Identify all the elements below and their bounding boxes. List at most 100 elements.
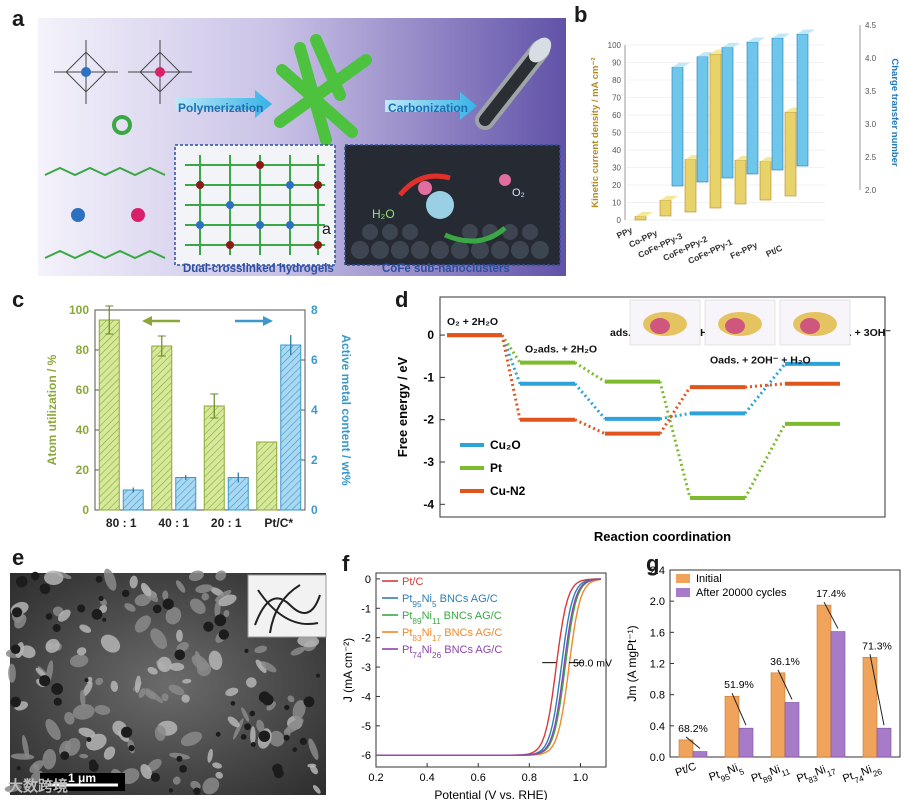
sem-grain <box>196 661 212 677</box>
oxygen-atom-icon <box>418 181 432 195</box>
g-cat-text: Pt <box>795 770 809 785</box>
g-cat-text: Pt <box>841 770 855 785</box>
g-decay-arrow <box>823 601 839 629</box>
sem-pore <box>10 644 21 654</box>
sem-grain <box>157 656 172 673</box>
g-legend-label: Initial <box>696 573 722 585</box>
g-annotation: 17.4% <box>816 588 846 600</box>
g-cat-sub: 74 <box>853 773 865 785</box>
sem-grain <box>134 675 141 693</box>
g-legend-label: After 20000 cycles <box>696 587 787 599</box>
panel-d: d 0 -1 -2 -3 -4 Free energy / eV Reaction coor… <box>385 285 909 547</box>
d-y-tick: 0 <box>427 328 434 342</box>
f-legend-text: BNCs AG/C <box>441 644 502 656</box>
c-bar-metal-content <box>122 489 144 511</box>
f-y-tick: -3 <box>361 662 371 674</box>
b-bar-transfer <box>796 33 809 167</box>
sem-pore <box>283 734 290 741</box>
d-inset-density <box>800 318 820 334</box>
c-right-axis-label: Active metal content / wt% <box>339 334 353 486</box>
sem-grain <box>201 592 210 601</box>
b-left-tick: 30 <box>612 164 621 173</box>
fe-center-icon <box>131 208 145 222</box>
g-y-tick: 2.4 <box>650 565 665 577</box>
sem-pore <box>84 678 89 683</box>
f-legend-label: Pt83Ni17 BNCs AG/C <box>402 627 502 643</box>
sem-pore <box>86 737 92 742</box>
sem-pore <box>174 649 186 661</box>
sem-grain <box>180 731 203 747</box>
c-left-tick: 100 <box>69 303 89 317</box>
sem-grain <box>287 695 295 703</box>
sem-grain <box>254 645 268 654</box>
f-legend-sub: 89 <box>412 617 422 626</box>
g-cat-sub: 83 <box>807 773 819 785</box>
sem-pore <box>152 604 162 614</box>
b-category-label: Fe-PPy <box>728 240 759 261</box>
b-left-axis-label: Kinetic current density / mA cm⁻² <box>590 57 601 207</box>
sem-pore <box>193 787 201 795</box>
f-legend-sub: 11 <box>432 617 441 626</box>
sem-grain <box>45 638 60 653</box>
sem-grain <box>86 676 93 684</box>
sem-pore <box>258 730 271 742</box>
g-cat-text: Ni <box>860 764 874 779</box>
sem-grain <box>181 694 190 703</box>
sem-pore <box>303 696 315 708</box>
c-right-tick: 0 <box>311 503 318 517</box>
sem-pore <box>316 673 321 678</box>
sem-grain <box>154 725 166 741</box>
sem-grain <box>33 763 39 771</box>
f-y-tick: -2 <box>361 633 371 645</box>
sem-pore <box>284 704 290 711</box>
sem-grain <box>45 718 61 741</box>
c-right-tick: 8 <box>311 303 318 317</box>
d-connector-Cu₂O <box>500 334 522 385</box>
sem-grain <box>255 659 267 674</box>
f-y-tick: -1 <box>361 603 371 615</box>
sem-grain <box>69 654 89 668</box>
b-category-label: Pt/C <box>764 243 784 259</box>
o2-molecule-icon <box>499 174 511 186</box>
b-bar-transfer-top <box>747 37 765 42</box>
panel-f: f 0.2 0.4 0.6 0.8 1.0 0 -1 -2 -3 -4 -5 -6 Potential … <box>338 545 618 800</box>
b-left-tick: 20 <box>612 181 621 190</box>
sem-grain <box>227 716 240 728</box>
sem-pore <box>11 607 23 618</box>
b-bar-transfer <box>696 56 709 183</box>
sem-grain <box>250 726 256 745</box>
sem-pore <box>60 751 70 760</box>
chart-f-svg: 0.2 0.4 0.6 0.8 1.0 0 -1 -2 -3 -4 -5 -6 Potential (V… <box>341 572 612 800</box>
hydrogel-nodes <box>196 161 322 249</box>
g-y-tick: 2.0 <box>650 596 665 608</box>
b-bar-transfer <box>721 47 734 179</box>
g-cat-text: Ni <box>768 763 782 778</box>
g-category-label: Pt83Ni17 <box>795 760 837 788</box>
f-y-tick: 0 <box>365 574 371 586</box>
panel-label-e: e <box>12 545 25 570</box>
d-x-label: Reaction coordination <box>594 529 731 544</box>
f-legend-sub: 95 <box>412 600 422 609</box>
sem-grain <box>256 719 265 733</box>
sem-grain <box>195 584 213 594</box>
g-cat-sub: 5 <box>738 767 746 777</box>
sem-grain <box>261 661 277 673</box>
sem-grain <box>188 570 204 582</box>
c-bar-atom-utilization <box>203 405 225 511</box>
sem-grain <box>138 688 146 698</box>
sem-grain <box>124 603 136 612</box>
sem-grain <box>202 777 220 795</box>
box-right-label: CoFe sub-nanoclusters <box>382 263 510 275</box>
d-legend-label: Cu-N2 <box>490 484 526 498</box>
sem-pore <box>51 683 63 695</box>
hydrogel-rods <box>274 34 372 146</box>
b-left-tick: 70 <box>612 94 621 103</box>
b-right-tick: 2.0 <box>865 186 877 195</box>
sem-pore <box>258 691 271 703</box>
d-y-tick: -1 <box>423 370 434 384</box>
sem-pore <box>244 648 249 653</box>
inset-letter-a: a <box>322 221 331 238</box>
panel-g: g 0.0 0.4 0.8 1.2 1.6 2.0 2.4 Jm (A mgPt⁻¹) 68.2… <box>618 545 909 800</box>
g-cat-sub: 89 <box>762 773 774 785</box>
sem-grain <box>172 776 181 785</box>
